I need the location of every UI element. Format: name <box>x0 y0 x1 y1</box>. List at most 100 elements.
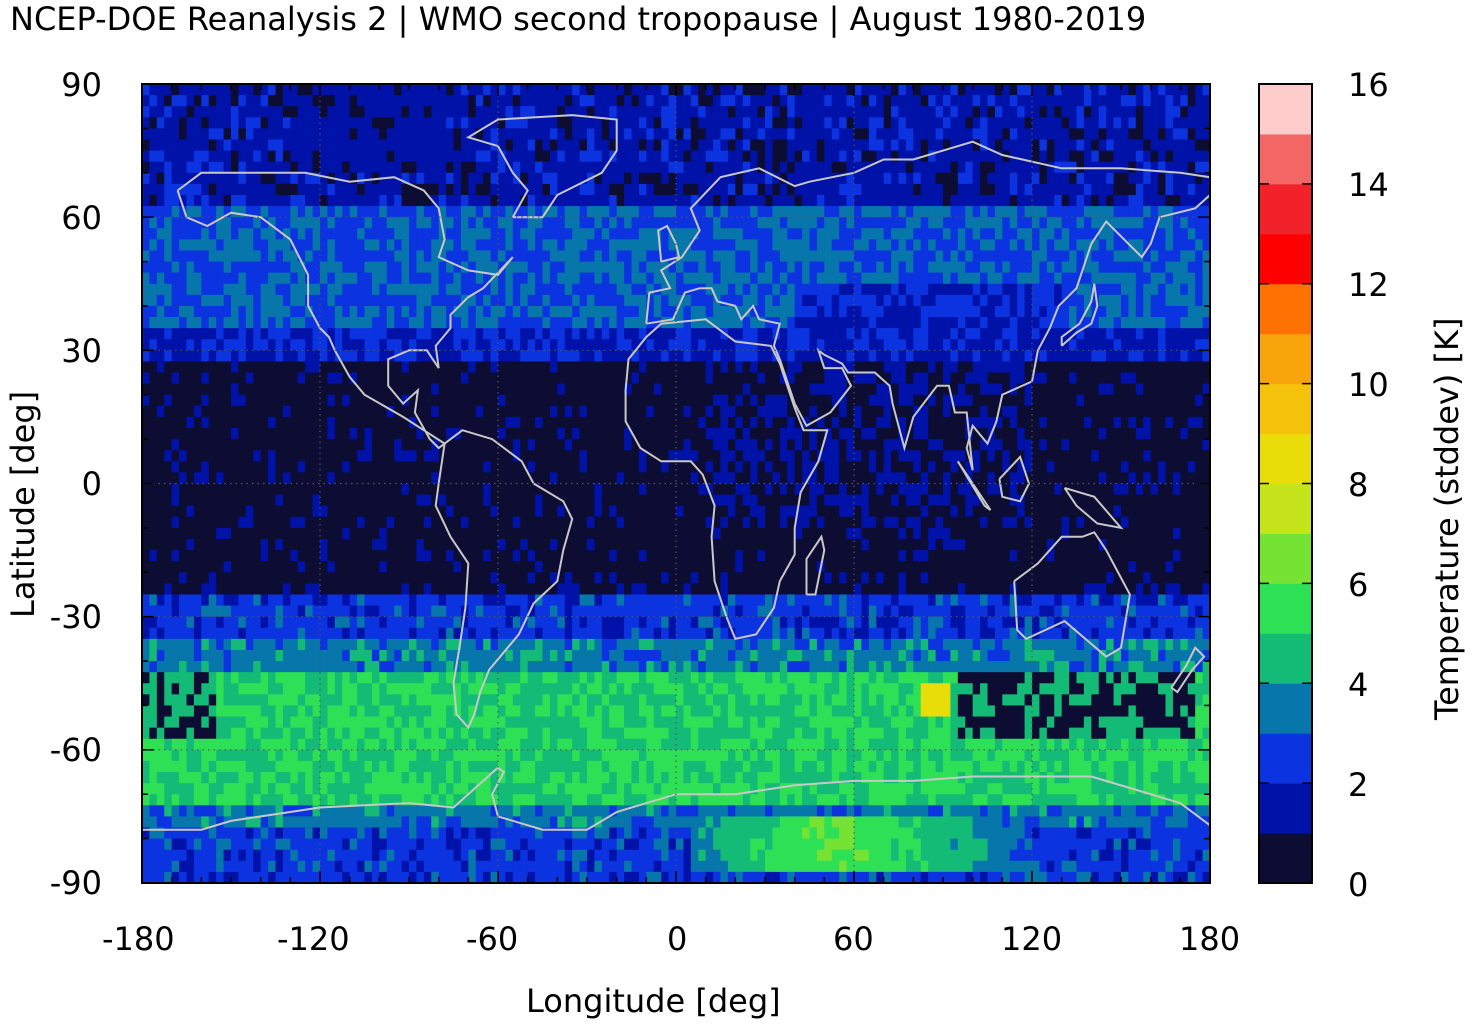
heatmap-cell <box>549 183 558 196</box>
heatmap-cell <box>1180 383 1189 396</box>
heatmap-cell <box>1187 450 1196 462</box>
heatmap-cell <box>891 228 900 240</box>
heatmap-cell <box>1091 428 1100 440</box>
heatmap-cell <box>609 217 618 229</box>
heatmap-cell <box>1054 117 1063 129</box>
heatmap-cell <box>876 272 885 285</box>
heatmap-cell <box>705 228 714 240</box>
heatmap-cell <box>572 139 581 152</box>
heatmap-cell <box>1002 405 1011 418</box>
heatmap-cell <box>794 428 803 440</box>
heatmap-cell <box>1046 117 1055 129</box>
heatmap-cell <box>305 194 314 207</box>
heatmap-cell <box>1135 394 1144 407</box>
heatmap-cell <box>690 305 699 318</box>
heatmap-cell <box>987 272 996 285</box>
heatmap-cell <box>1121 261 1130 274</box>
heatmap-cell <box>920 117 929 129</box>
heatmap-cell <box>994 350 1003 363</box>
heatmap-cell <box>705 84 714 96</box>
heatmap-cell <box>245 350 254 363</box>
heatmap-cell <box>839 305 848 318</box>
heatmap-cell <box>1032 95 1041 107</box>
heatmap-cell <box>920 305 929 318</box>
heatmap-cell <box>460 416 469 429</box>
heatmap-cell <box>512 317 521 329</box>
heatmap-cell <box>193 439 202 451</box>
heatmap-cell <box>1024 106 1033 118</box>
heatmap-cell <box>713 217 722 229</box>
heatmap-cell <box>690 206 699 218</box>
heatmap-cell <box>735 294 744 307</box>
heatmap-cell <box>223 405 232 418</box>
heatmap-cell <box>854 84 863 96</box>
heatmap-cell <box>1158 172 1167 185</box>
heatmap-cell <box>883 128 892 141</box>
heatmap-cell <box>809 394 818 407</box>
heatmap-cell <box>676 394 685 407</box>
heatmap-cell <box>594 84 603 96</box>
heatmap-cell <box>891 361 900 374</box>
heatmap-cell <box>1091 328 1100 340</box>
heatmap-cell <box>312 217 321 229</box>
heatmap-cell <box>453 317 462 329</box>
heatmap-cell <box>290 239 299 252</box>
heatmap-cell <box>505 294 514 307</box>
heatmap-cell <box>371 84 380 96</box>
heatmap-cell <box>423 372 432 385</box>
heatmap-cell <box>646 150 655 163</box>
heatmap-cell <box>1061 383 1070 396</box>
heatmap-cell <box>750 84 759 96</box>
heatmap-cell <box>431 250 440 263</box>
heatmap-cell <box>409 194 418 207</box>
heatmap-cell <box>468 139 477 152</box>
heatmap-cell <box>676 317 685 329</box>
heatmap-cell <box>698 461 707 474</box>
heatmap-cell <box>913 439 922 451</box>
heatmap-cell <box>342 272 351 285</box>
heatmap-cell <box>713 150 722 163</box>
heatmap-cell <box>883 161 892 174</box>
heatmap-cell <box>676 328 685 340</box>
heatmap-cell <box>1024 450 1033 462</box>
heatmap-cell <box>401 261 410 274</box>
heatmap-cell <box>861 350 870 363</box>
heatmap-cell <box>1180 439 1189 451</box>
heatmap-cell <box>920 361 929 374</box>
heatmap-cell <box>861 117 870 129</box>
heatmap-cell <box>713 372 722 385</box>
heatmap-cell <box>394 383 403 396</box>
heatmap-cell <box>1158 305 1167 318</box>
heatmap-cell <box>638 428 647 440</box>
heatmap-cell <box>297 261 306 274</box>
heatmap-cell <box>334 394 343 407</box>
heatmap-cell <box>260 317 269 329</box>
heatmap-cell <box>327 228 336 240</box>
heatmap-cell <box>572 305 581 318</box>
heatmap-cell <box>980 405 989 418</box>
heatmap-cell <box>431 161 440 174</box>
heatmap-cell <box>142 261 151 274</box>
heatmap-cell <box>824 383 833 396</box>
heatmap-cell <box>409 128 418 141</box>
heatmap-cell <box>987 394 996 407</box>
heatmap-cell <box>957 250 966 263</box>
heatmap-cell <box>779 239 788 252</box>
heatmap-cell <box>646 172 655 185</box>
heatmap-cell <box>698 228 707 240</box>
heatmap-cell <box>698 428 707 440</box>
heatmap-cell <box>824 117 833 129</box>
heatmap-cell <box>631 428 640 440</box>
heatmap-cell <box>787 305 796 318</box>
heatmap-cell <box>1106 305 1115 318</box>
heatmap-cell <box>290 261 299 274</box>
heatmap-cell <box>587 328 596 340</box>
heatmap-cell <box>186 394 195 407</box>
heatmap-cell <box>253 206 262 218</box>
heatmap-cell <box>527 117 536 129</box>
heatmap-cell <box>535 372 544 385</box>
heatmap-cell <box>475 261 484 274</box>
heatmap-cell <box>690 261 699 274</box>
heatmap-cell <box>297 206 306 218</box>
heatmap-cell <box>1195 261 1204 274</box>
